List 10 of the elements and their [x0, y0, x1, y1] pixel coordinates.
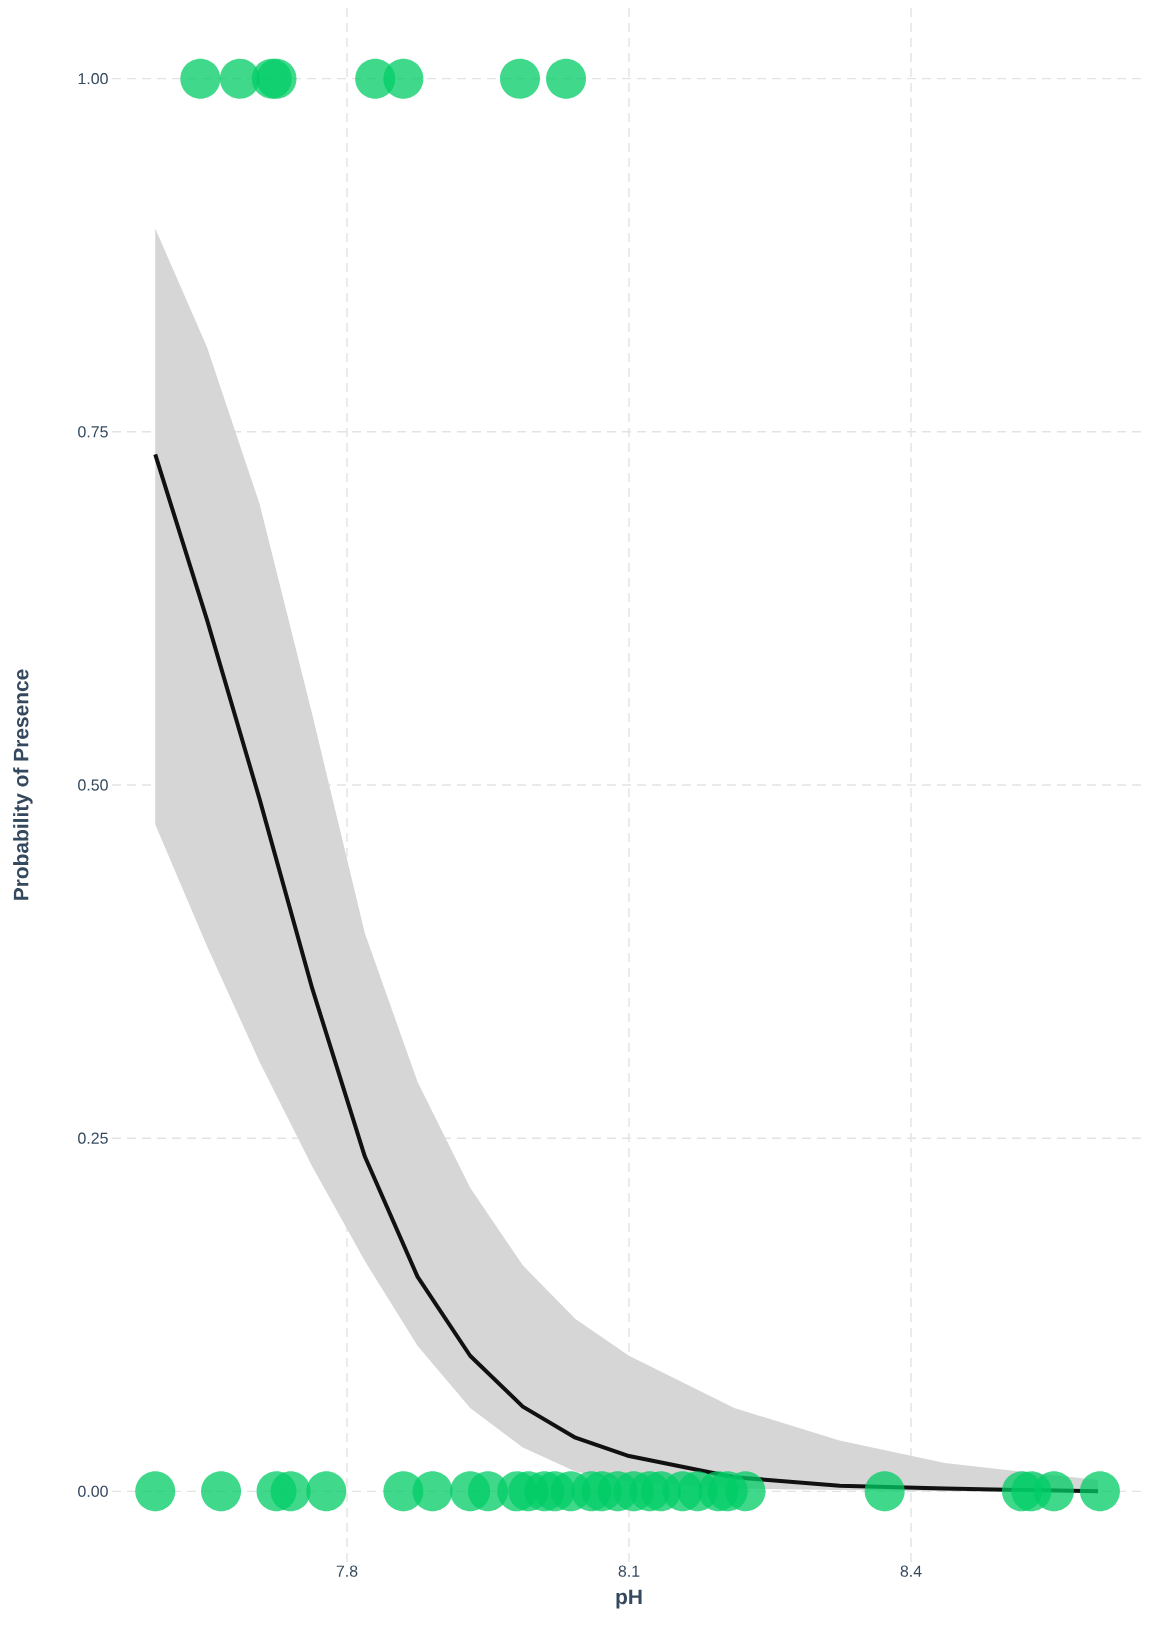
y-tick-label: 0.00	[78, 1485, 108, 1498]
y-tick-label: 1.00	[78, 72, 108, 85]
y-tick-label: 0.75	[78, 426, 108, 438]
y-tick-label: 0.50	[78, 779, 108, 791]
x-axis-title: pH	[616, 1589, 642, 1609]
y-axis-title: Probability of Presence	[13, 669, 33, 900]
x-tick-label: 8.4	[900, 1565, 922, 1577]
x-tick-label: 8.1	[618, 1565, 640, 1577]
y-tick-label: 0.25	[78, 1132, 108, 1144]
x-tick-label: 7.8	[336, 1565, 358, 1577]
